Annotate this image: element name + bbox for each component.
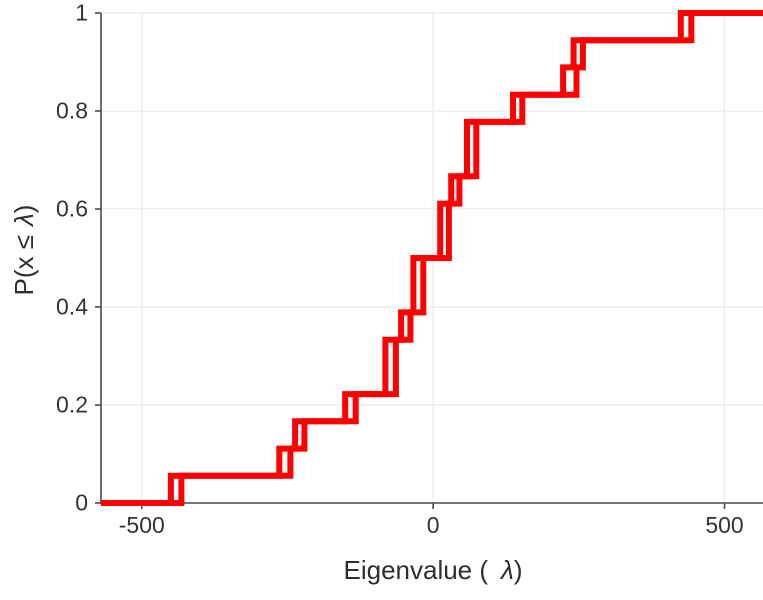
- x-tick-label: -500: [118, 512, 165, 538]
- y-axis-label: P(x ≤ λ): [9, 204, 39, 296]
- y-tick-label: 1: [75, 0, 88, 26]
- grid-lines: [101, 12, 763, 503]
- y-tick-label: 0.2: [56, 391, 88, 418]
- x-tick-label: 0: [426, 512, 440, 538]
- y-tick-label: 0.8: [56, 97, 88, 124]
- y-tick-label: 0.4: [56, 293, 88, 320]
- y-axis-label-suffix: ): [9, 204, 39, 214]
- x-tick-label: 500: [705, 512, 744, 538]
- y-tick-label: 0.6: [56, 195, 88, 222]
- x-axis-label-suffix: ): [513, 555, 523, 585]
- x-axis-label: Eigenvalue ( λ): [343, 557, 522, 583]
- y-axis-lambda-symbol: λ: [9, 213, 39, 226]
- axes: [95, 12, 763, 509]
- y-tick-label: 0: [75, 489, 88, 516]
- x-axis-label-text: Eigenvalue (: [343, 555, 489, 585]
- ecdf-curve: [101, 10, 763, 506]
- ecdf-rail-right: [101, 10, 763, 506]
- y-axis-label-text: P(x ≤: [9, 234, 39, 296]
- x-axis-lambda-symbol: λ: [501, 555, 514, 585]
